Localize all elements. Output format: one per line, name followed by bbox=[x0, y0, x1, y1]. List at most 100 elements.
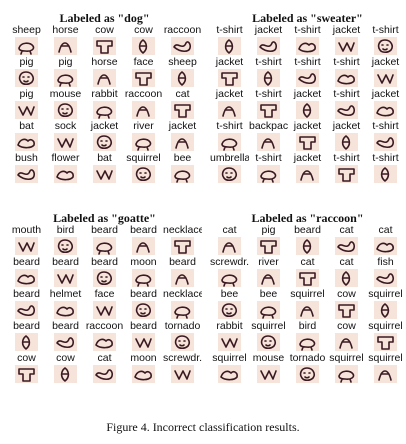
sketch-cell: jacket bbox=[288, 88, 327, 120]
sketch-drawing bbox=[17, 274, 35, 285]
sketch-cell: jacket bbox=[288, 120, 327, 152]
sketch-drawing bbox=[338, 304, 355, 318]
sketch-thumbnail bbox=[15, 37, 38, 55]
predicted-label: raccoon bbox=[124, 88, 163, 100]
figure-panel: Labeled as "raccoon" cat pig beard cat cat scr… bbox=[210, 211, 405, 384]
sketch-drawing bbox=[299, 272, 316, 286]
predicted-label: tornado bbox=[164, 320, 201, 332]
sketch-thumbnail bbox=[374, 237, 397, 255]
sketch-thumbnail bbox=[296, 333, 319, 351]
sketch-cell: beard bbox=[7, 256, 46, 288]
predicted-label: beard bbox=[52, 320, 79, 332]
sketch-thumbnail bbox=[171, 365, 194, 383]
sketch-thumbnail bbox=[257, 333, 280, 351]
sketch-drawing bbox=[96, 306, 113, 316]
predicted-label: beard bbox=[52, 256, 79, 268]
predicted-label: bee bbox=[220, 288, 239, 300]
sketch-drawing bbox=[221, 72, 238, 86]
sketch-thumbnail bbox=[93, 237, 116, 255]
predicted-label: t-shirt bbox=[333, 56, 360, 68]
predicted-label: screwdr.. bbox=[163, 352, 202, 364]
sketch-cell: beard bbox=[124, 320, 163, 352]
sketch-thumbnail bbox=[335, 69, 358, 87]
sketch-drawing bbox=[18, 71, 34, 86]
sketch-thumbnail bbox=[54, 165, 77, 183]
sketch-drawing bbox=[380, 167, 390, 182]
sketch-drawing bbox=[260, 240, 277, 254]
sketch-drawing bbox=[377, 39, 393, 54]
sketch-thumbnail bbox=[257, 69, 280, 87]
predicted-label: cow bbox=[337, 320, 356, 332]
predicted-label: t-shirt bbox=[372, 24, 399, 36]
sketch-drawing bbox=[224, 39, 234, 54]
predicted-label: cat bbox=[339, 224, 354, 236]
sketch-cell: t-shirt bbox=[249, 88, 288, 120]
sketch-drawing bbox=[337, 241, 355, 253]
grid-row: sheep horse cow cow raccoon bbox=[7, 24, 202, 56]
sketch-cell: screwdr.. bbox=[210, 256, 249, 288]
sketch-thumbnail bbox=[132, 301, 155, 319]
sketch-drawing bbox=[17, 138, 35, 149]
sketch-cell: bird bbox=[288, 320, 327, 352]
predicted-label: jacket bbox=[215, 56, 244, 68]
sketch-drawing bbox=[261, 274, 275, 285]
predicted-label: face bbox=[94, 288, 115, 300]
sketch-drawing bbox=[56, 170, 74, 181]
sketch-thumbnail bbox=[257, 237, 280, 255]
sketch-thumbnail bbox=[257, 133, 280, 151]
sketch-thumbnail bbox=[335, 165, 358, 183]
sketch-drawing bbox=[260, 335, 276, 350]
sketch-cell: sheep bbox=[163, 56, 202, 88]
sketch-cell: jacket bbox=[327, 120, 366, 152]
sketch-cell: beard bbox=[288, 224, 327, 256]
predicted-label: beard bbox=[91, 224, 118, 236]
sketch-cell: beard bbox=[7, 320, 46, 352]
sketch-cell: squirrel bbox=[327, 352, 366, 384]
sketch-cell: t-shirt bbox=[210, 24, 249, 56]
sketch-thumbnail bbox=[93, 133, 116, 151]
sketch-thumbnail bbox=[171, 333, 194, 351]
sketch-drawing bbox=[376, 106, 394, 117]
sketch-cell: t-shirt bbox=[210, 120, 249, 152]
predicted-label: necklace bbox=[163, 288, 202, 300]
sketch-thumbnail bbox=[132, 165, 155, 183]
sketch-drawing bbox=[341, 135, 351, 150]
sketch-cell: tornado bbox=[163, 320, 202, 352]
sketch-drawing bbox=[298, 42, 316, 53]
grid-row: bee bee squirrel cow squirrel bbox=[210, 288, 405, 320]
sketch-cell: pig bbox=[249, 224, 288, 256]
sketch-thumbnail bbox=[218, 165, 241, 183]
sketch-thumbnail bbox=[374, 365, 397, 383]
sketch-cell: pig bbox=[46, 56, 85, 88]
sketch-cell: bush bbox=[7, 152, 46, 184]
sketch-thumbnail bbox=[218, 101, 241, 119]
sketch-drawing bbox=[260, 370, 277, 380]
sketch-thumbnail bbox=[335, 237, 358, 255]
sketch-cell: beard bbox=[163, 256, 202, 288]
sketch-cell: sock bbox=[46, 120, 85, 152]
sketch-drawing bbox=[222, 106, 236, 117]
sketch-cell: cat bbox=[85, 352, 124, 384]
sketch-drawing bbox=[300, 170, 314, 181]
sketch-drawing bbox=[177, 71, 187, 86]
sketch-thumbnail bbox=[335, 101, 358, 119]
sketch-cell: jacket bbox=[366, 88, 405, 120]
sketch-cell: raccoon bbox=[163, 24, 202, 56]
predicted-label: cow bbox=[17, 352, 36, 364]
predicted-label: tornado bbox=[289, 352, 326, 364]
predicted-label: cow bbox=[134, 24, 153, 36]
sketch-thumbnail bbox=[132, 365, 155, 383]
sketch-drawing bbox=[174, 104, 191, 118]
sketch-cell: necklace bbox=[163, 288, 202, 320]
grid-row: cow cow cat moon screwdr.. bbox=[7, 352, 202, 384]
sketch-thumbnail bbox=[374, 69, 397, 87]
predicted-label: beard bbox=[130, 224, 157, 236]
predicted-label: raccoon bbox=[163, 24, 202, 36]
sketch-drawing bbox=[220, 370, 238, 381]
sketch-cell: beard bbox=[7, 288, 46, 320]
figure-panel: Labeled as "sweater" t-shirt jacket t-shirt… bbox=[210, 11, 405, 184]
sketch-drawing bbox=[376, 242, 394, 253]
sketch-drawing bbox=[338, 370, 355, 383]
sketch-drawing bbox=[18, 368, 35, 382]
sketch-thumbnail bbox=[296, 237, 319, 255]
